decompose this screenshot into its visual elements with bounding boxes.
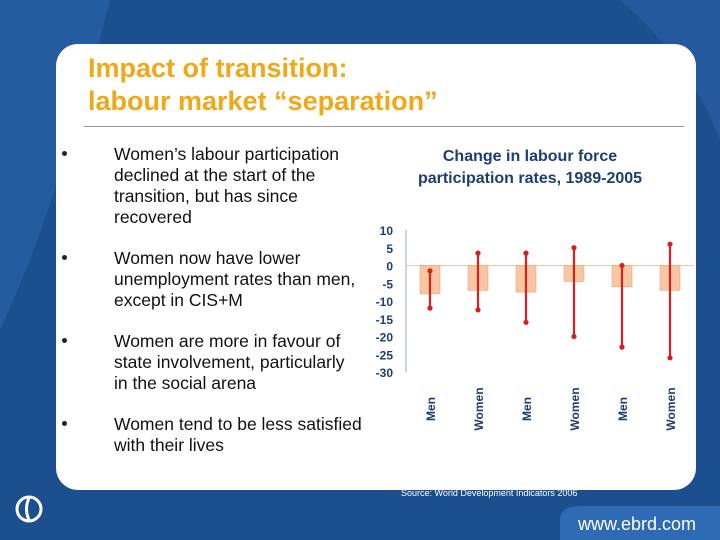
- x-category-label: Men: [424, 397, 438, 421]
- x-category-label: Women: [568, 387, 582, 430]
- range-max-point: [475, 250, 481, 256]
- x-category-label: Women: [472, 387, 486, 430]
- bullet-item: Women are more in favour of state involv…: [62, 331, 362, 394]
- y-tick-label: -10: [376, 295, 394, 309]
- bullet-item: Women now have lower unemployment rates …: [62, 248, 362, 311]
- website-link[interactable]: www.ebrd.com: [578, 514, 697, 534]
- y-tick-label: -15: [376, 313, 394, 327]
- footer-bar: [560, 506, 720, 540]
- ebrd-logo-icon: [15, 495, 43, 523]
- y-tick-label: 5: [386, 242, 393, 256]
- y-tick-label: 10: [380, 224, 394, 238]
- bullet-item: Women tend to be less satisfied with the…: [62, 414, 362, 456]
- title-divider: [84, 126, 684, 127]
- range-min-point: [571, 333, 577, 340]
- bullet-dot-icon: [62, 151, 67, 156]
- x-category-label: Women: [664, 387, 678, 430]
- range-max-point: [571, 245, 577, 251]
- range-max-point: [523, 250, 529, 256]
- group-label: SEE: [533, 449, 567, 468]
- y-tick-label: -20: [376, 331, 394, 345]
- content-panel: [56, 44, 696, 490]
- title-line-2: labour market “separation”: [88, 86, 438, 116]
- range-min-point: [427, 305, 433, 311]
- group-label: CEB: [437, 449, 472, 468]
- bullet-item: Women’s labour participation declined at…: [62, 144, 362, 228]
- title-line-1: Impact of transition:: [88, 53, 348, 83]
- range-min-point: [619, 344, 625, 350]
- y-tick-label: 0: [386, 260, 393, 274]
- y-tick-label: -25: [376, 348, 394, 362]
- source-note: Source: World Development Indicators 200…: [401, 488, 578, 498]
- range-min-point: [667, 355, 673, 361]
- y-tick-label: -5: [382, 277, 393, 291]
- bullet-dot-icon: [62, 255, 67, 260]
- bullet-dot-icon: [62, 338, 67, 343]
- x-category-label: Men: [616, 397, 630, 421]
- labour-participation-chart: 10 5 0 -5 -10 -15 -20 -25 -30 Men Women Men Women Men…: [376, 224, 694, 468]
- bullet-list: Women’s labour participation declined at…: [62, 144, 362, 476]
- x-category-label: Men: [520, 397, 534, 421]
- group-label: CIS+M: [620, 449, 672, 468]
- range-max-point: [427, 268, 433, 274]
- range-min-point: [523, 319, 529, 325]
- range-max-point: [667, 241, 673, 247]
- bullet-dot-icon: [62, 421, 67, 426]
- chart-title: Change in labour force participation rat…: [417, 148, 643, 187]
- range-min-point: [475, 307, 481, 313]
- y-tick-label: -30: [376, 366, 394, 380]
- range-max-point: [619, 262, 625, 269]
- slide-title: Impact of transition: labour market “sep…: [88, 52, 688, 118]
